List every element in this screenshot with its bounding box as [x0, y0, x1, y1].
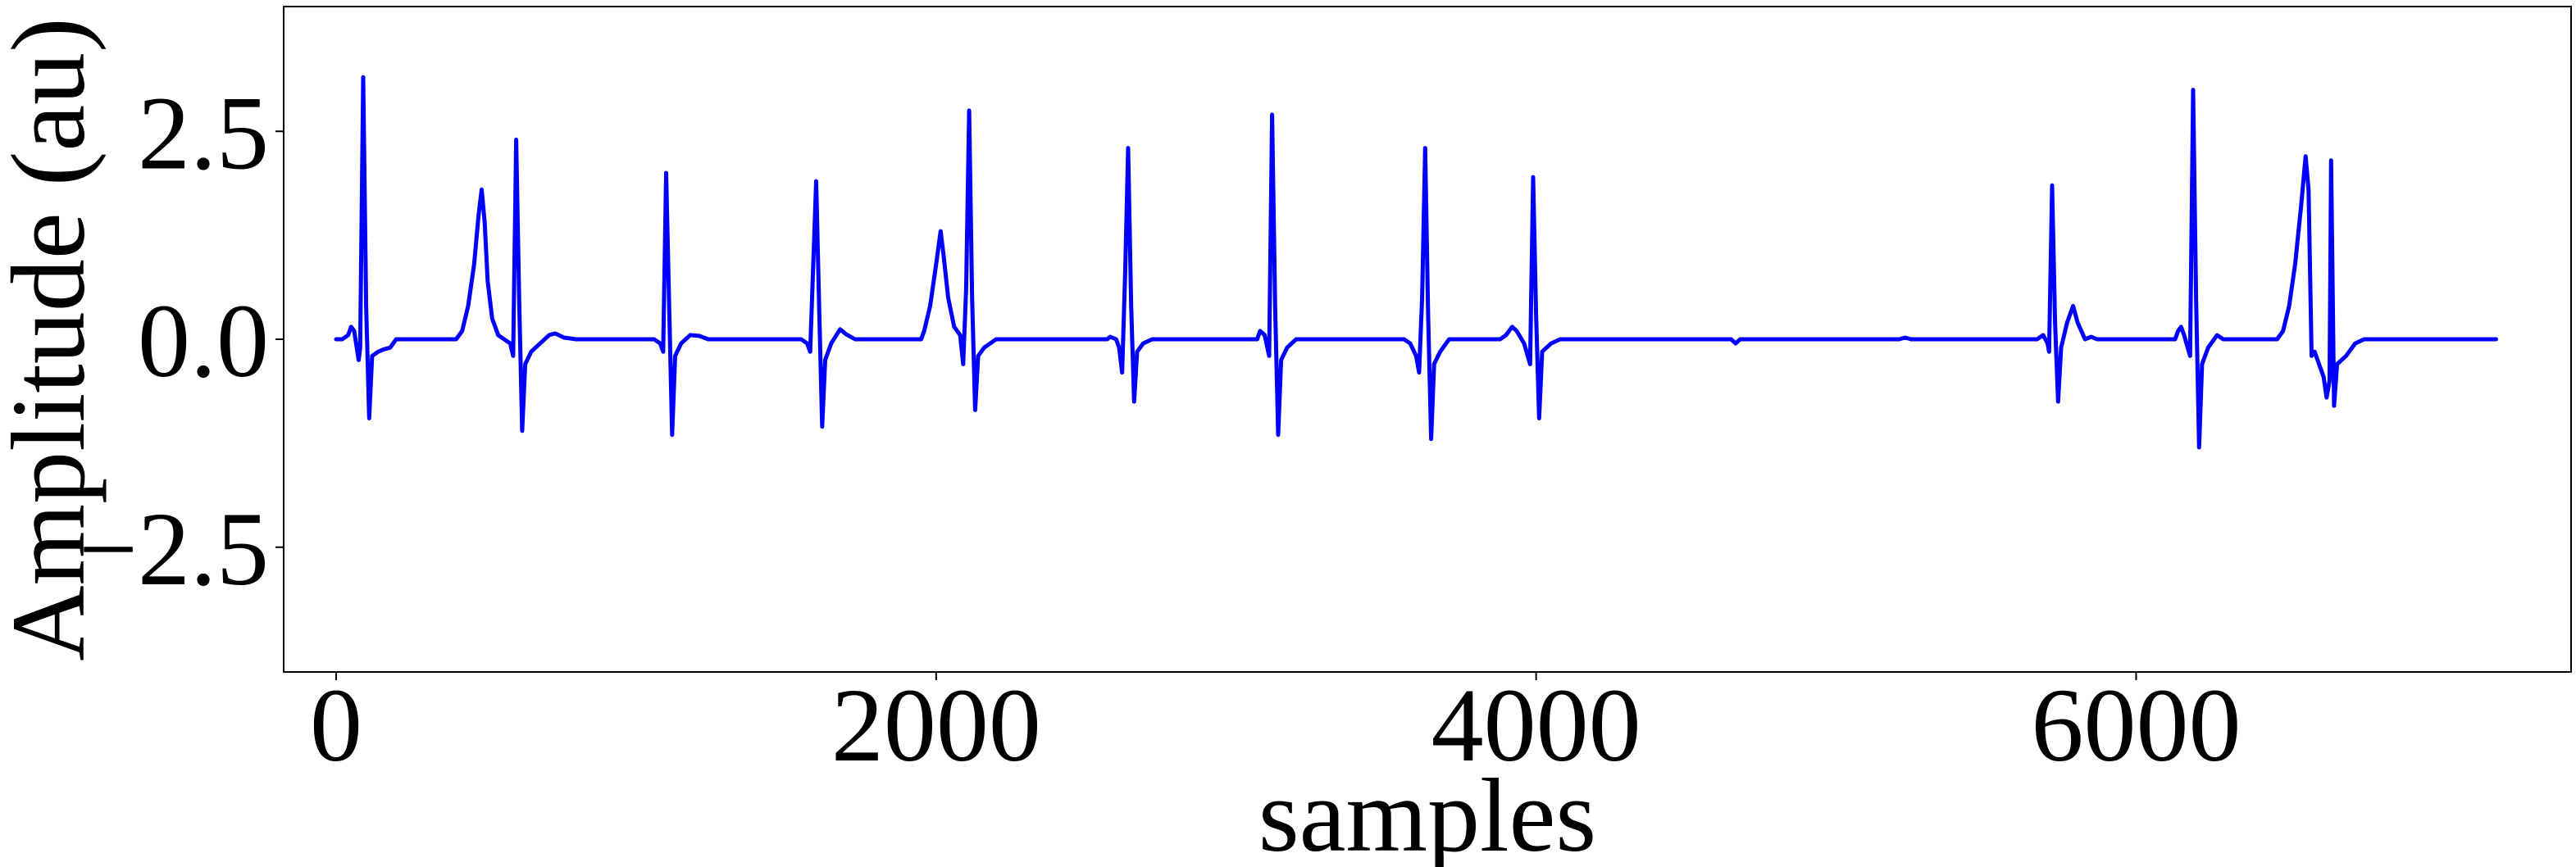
- x-axis-ticks: 0 2000 4000 6000: [310, 667, 2241, 783]
- x-tick-label: 0: [310, 667, 362, 783]
- y-tick-label: −2.5: [79, 491, 269, 607]
- x-tick-label: 4000: [1431, 667, 1641, 783]
- x-axis-title: samples: [1258, 757, 1596, 867]
- y-tick-label: 2.5: [138, 75, 269, 191]
- x-tick-label: 2000: [831, 667, 1041, 783]
- y-tick-label: 0.0: [138, 283, 269, 399]
- series-line: [334, 75, 2498, 450]
- y-axis-title: Amplitude (au): [0, 17, 107, 661]
- x-tick-label: 6000: [2031, 667, 2241, 783]
- y-axis-ticks: −2.5 0.0 2.5: [79, 75, 284, 607]
